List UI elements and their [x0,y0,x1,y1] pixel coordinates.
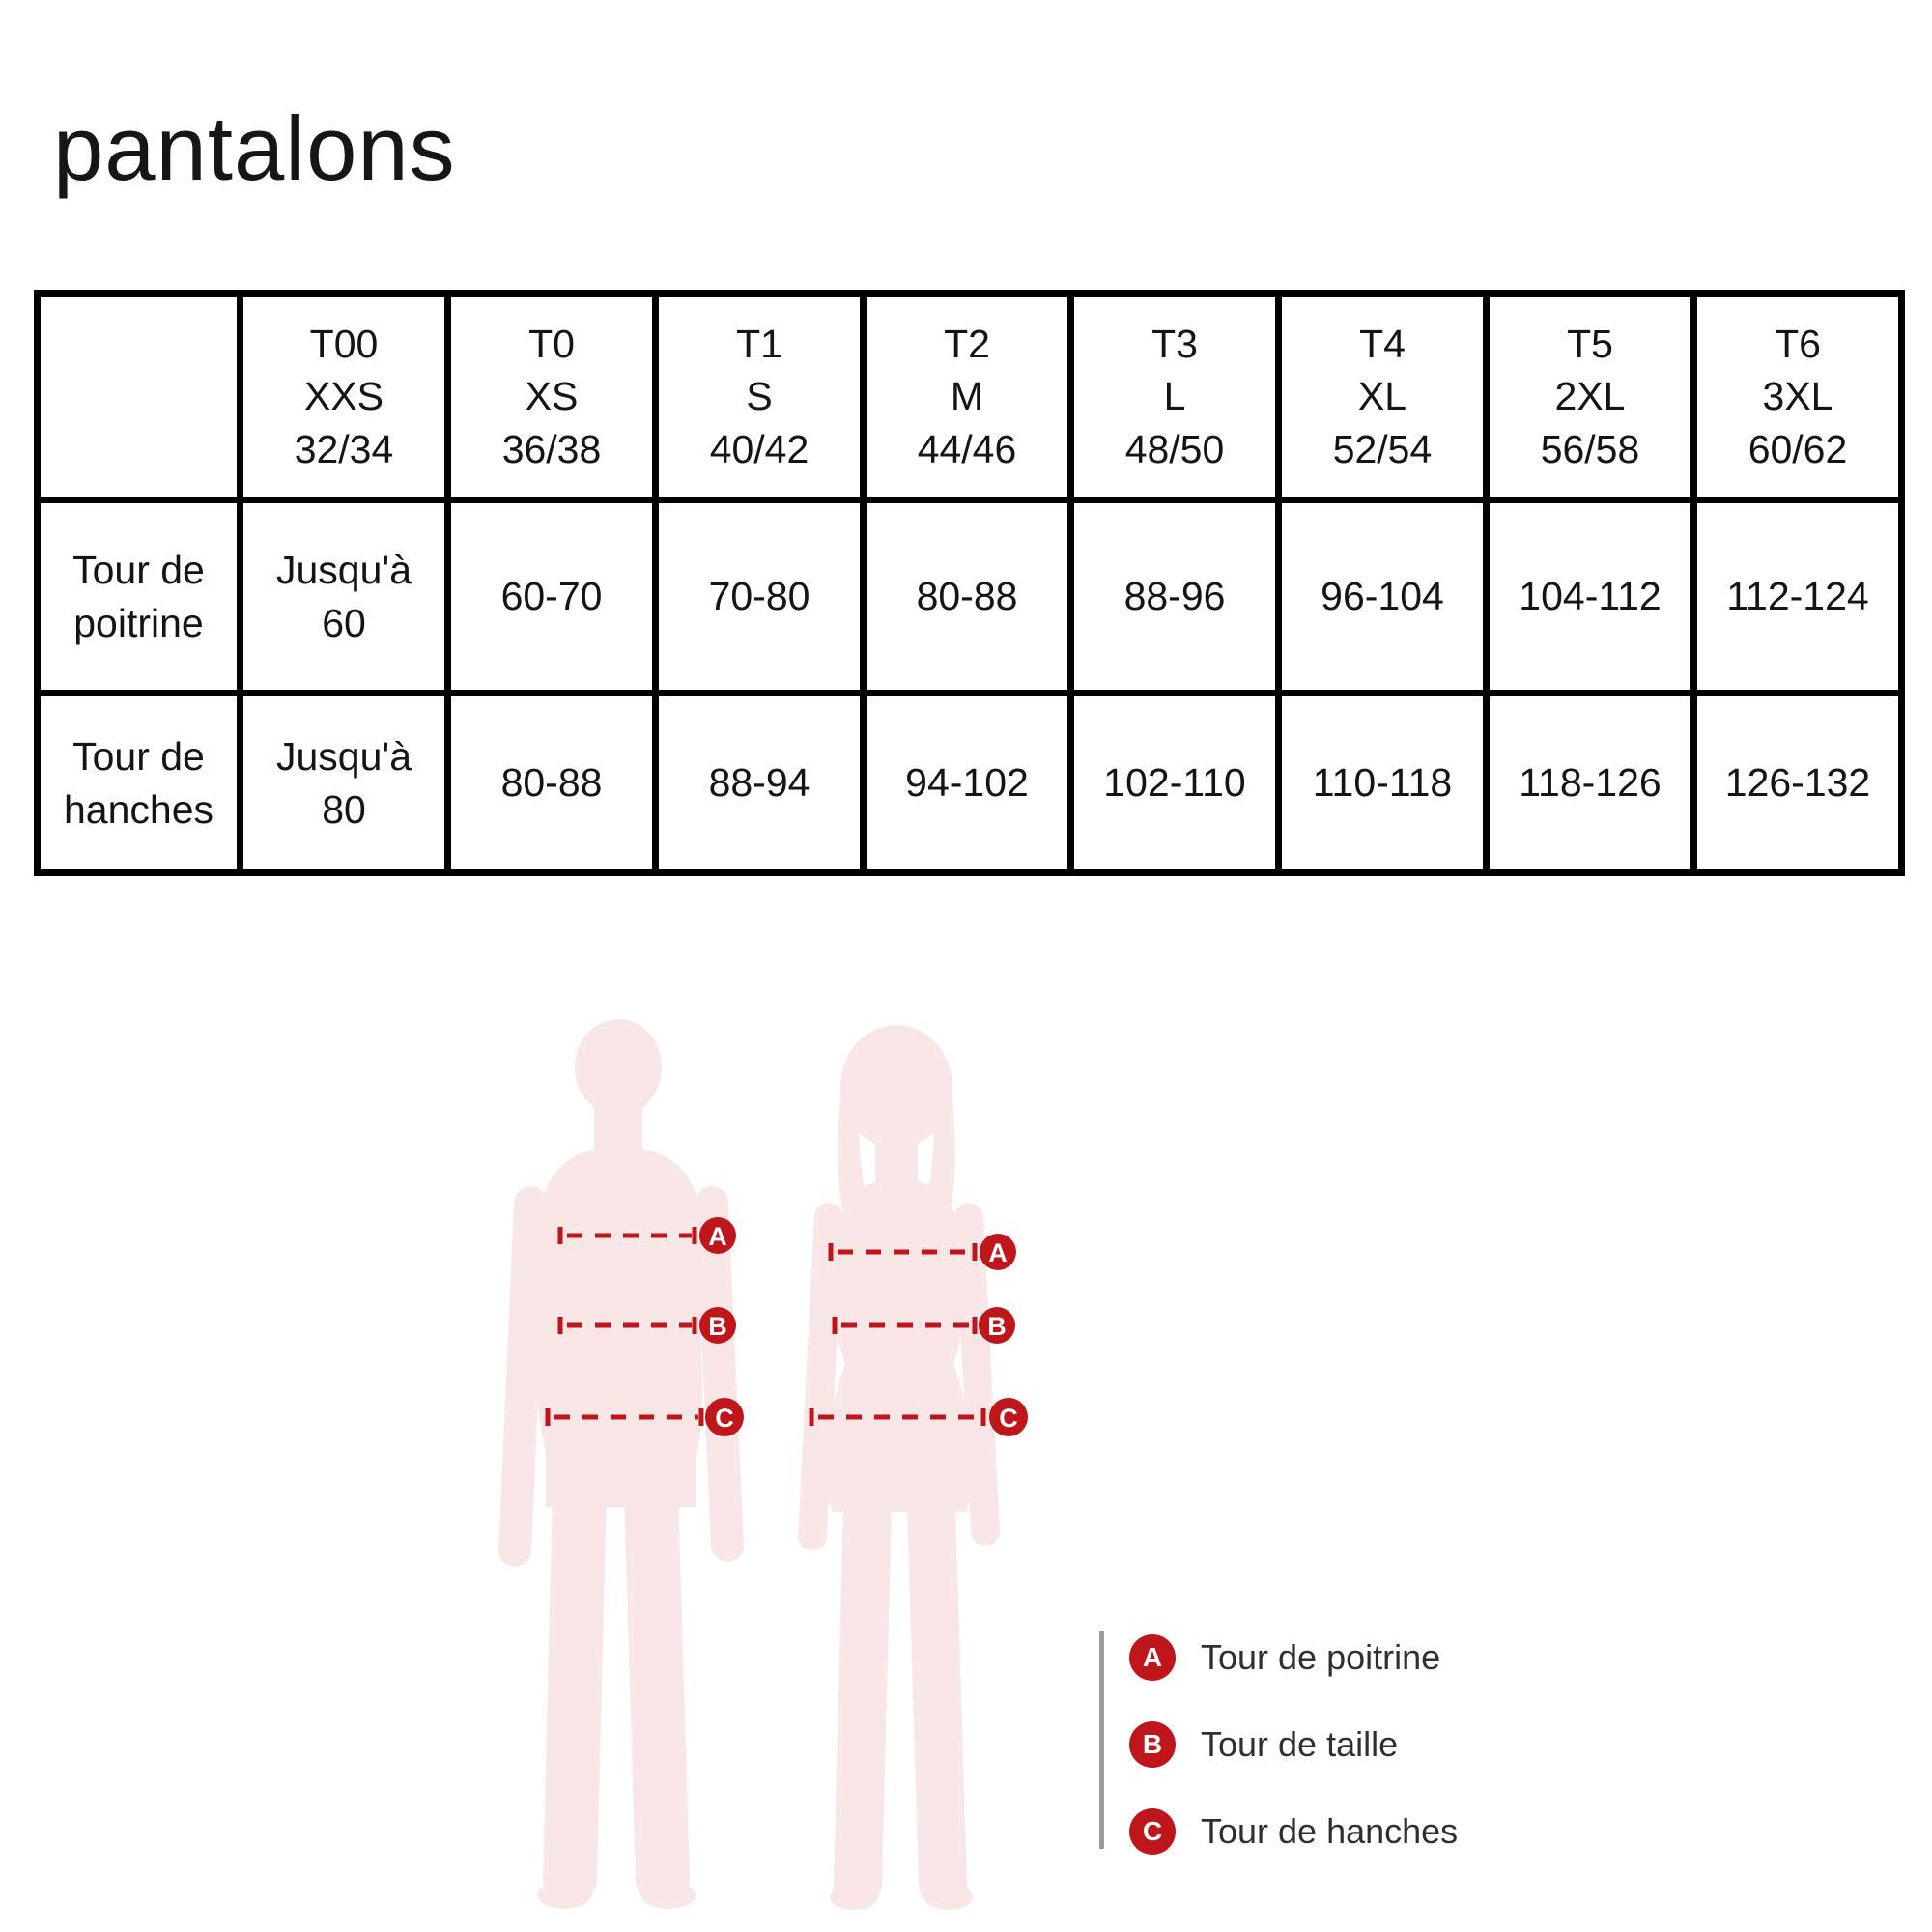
size-column-t00: T00 XXS 32/34 [237,290,451,503]
table-cell: 70-80 [652,497,867,696]
marker-b-male: B [557,1307,736,1344]
table-cell: 118-126 [1483,690,1697,876]
table-cell: 94-102 [860,690,1074,876]
table-cell: 110-118 [1275,690,1490,876]
marker-b-circle [979,1307,1015,1344]
marker-c-circle [989,1398,1028,1436]
size-column-t0: T0 XS 36/38 [444,290,659,503]
size-column-t5: T5 2XL 56/58 [1483,290,1697,503]
legend-label: Tour de taille [1201,1724,1399,1764]
row-label-hanches: Tour de hanches [34,690,243,876]
table-cell: 80-88 [444,690,659,876]
marker-a-circle [980,1234,1016,1270]
legend-item-hanches: C Tour de hanches [1129,1808,1458,1855]
legend-badge-c: C [1129,1808,1176,1855]
marker-a-circle [699,1217,736,1254]
marker-b-female: B [832,1307,1015,1344]
corner-cell [34,290,243,503]
marker-c-female: C [809,1398,1028,1436]
svg-text:B: B [987,1312,1007,1341]
table-cell: 126-132 [1690,690,1905,876]
female-measurements: A B C [809,1234,1028,1436]
legend-item-taille: B Tour de taille [1129,1721,1458,1768]
marker-a-female: A [828,1234,1016,1270]
table-cell: Jusqu'à 60 [237,497,451,696]
size-table: T00 XXS 32/34 T0 XS 36/38 T1 S 40/42 T2 … [34,290,1905,876]
table-cell: 88-94 [652,690,867,876]
measurement-figure: A B C A [498,1019,1028,1910]
male-measurements: A B C [545,1217,744,1436]
male-silhouette [498,1019,744,1909]
table-cell: 102-110 [1067,690,1282,876]
table-cell: 80-88 [860,497,1074,696]
size-column-t2: T2 M 44/46 [860,290,1074,503]
legend-label: Tour de poitrine [1201,1637,1441,1677]
size-column-t6: T6 3XL 60/62 [1690,290,1905,503]
female-silhouette [798,1025,1000,1910]
legend-badge-a: A [1129,1634,1176,1681]
legend-badge-b: B [1129,1721,1176,1768]
row-label-poitrine: Tour de poitrine [34,497,243,696]
measurement-legend: A Tour de poitrine B Tour de taille C To… [1099,1631,1458,1855]
size-header-row: T00 XXS 32/34 T0 XS 36/38 T1 S 40/42 T2 … [34,290,1905,503]
page-title: pantalons [53,98,456,199]
svg-text:A: A [708,1222,727,1251]
table-cell: 112-124 [1690,497,1905,696]
marker-b-circle [699,1307,736,1344]
legend-label: Tour de hanches [1201,1811,1459,1851]
table-cell: 96-104 [1275,497,1490,696]
legend-divider [1099,1631,1104,1849]
size-column-t4: T4 XL 52/54 [1275,290,1490,503]
svg-text:B: B [708,1312,727,1341]
svg-text:A: A [988,1238,1008,1267]
table-row-poitrine: Tour de poitrine Jusqu'à 60 60-70 70-80 … [34,497,1905,696]
table-cell: 60-70 [444,497,659,696]
marker-c-circle [705,1398,744,1436]
size-column-t1: T1 S 40/42 [652,290,867,503]
size-column-t3: T3 L 48/50 [1067,290,1282,503]
table-cell: 104-112 [1483,497,1697,696]
svg-text:C: C [999,1404,1018,1433]
table-row-hanches: Tour de hanches Jusqu'à 80 80-88 88-94 9… [34,690,1905,876]
svg-text:C: C [715,1404,734,1433]
legend-item-poitrine: A Tour de poitrine [1129,1634,1458,1681]
marker-a-male: A [557,1217,736,1254]
table-cell: 88-96 [1067,497,1282,696]
marker-c-male: C [545,1398,744,1436]
table-cell: Jusqu'à 80 [237,690,451,876]
